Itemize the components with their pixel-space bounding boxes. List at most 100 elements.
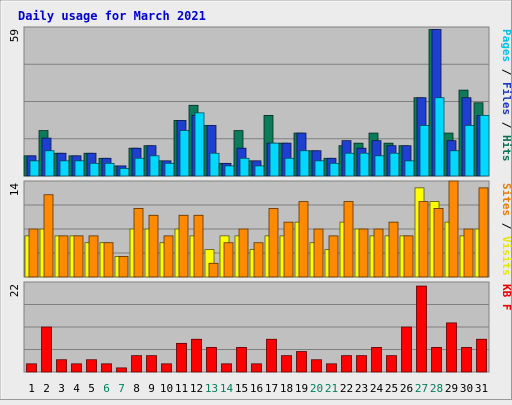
bar-pages-day-30 xyxy=(464,125,475,177)
bar-pages-day-12 xyxy=(194,112,205,177)
x-tick-label-day-8: 8 xyxy=(133,382,140,395)
bar-pages-day-3 xyxy=(59,160,70,177)
x-tick-label-day-14: 14 xyxy=(220,382,234,395)
x-tick-label-day-9: 9 xyxy=(148,382,155,395)
bar-pages-day-18 xyxy=(284,157,295,177)
bar-sites-day-28 xyxy=(433,208,444,278)
bar-pages-day-4 xyxy=(74,160,85,177)
bar-kb-f-day-24 xyxy=(371,347,382,373)
bar-pages-day-29 xyxy=(449,150,460,177)
x-tick-label-day-10: 10 xyxy=(160,382,173,395)
bar-pages-day-17 xyxy=(269,142,280,177)
bar-sites-day-15 xyxy=(238,228,249,278)
bar-sites-day-9 xyxy=(148,214,159,278)
bar-sites-day-8 xyxy=(133,208,144,278)
bar-pages-day-28 xyxy=(434,97,445,177)
bar-sites-day-27 xyxy=(418,201,429,278)
x-tick-label-day-4: 4 xyxy=(73,382,80,395)
x-tick-label-day-25: 25 xyxy=(385,382,398,395)
bar-sites-day-4 xyxy=(73,235,84,278)
bar-sites-day-14 xyxy=(223,242,234,278)
bar-sites-day-26 xyxy=(403,235,414,278)
x-tick-label-day-1: 1 xyxy=(28,382,35,395)
x-tick-label-day-5: 5 xyxy=(88,382,95,395)
bar-pages-day-16 xyxy=(254,165,265,177)
x-tick-label-day-6: 6 xyxy=(103,382,110,395)
bar-kb-f-day-8 xyxy=(131,355,142,373)
x-tick-label-day-27: 27 xyxy=(415,382,428,395)
bar-kb-f-day-12 xyxy=(191,338,202,373)
x-tick-label-day-24: 24 xyxy=(370,382,384,395)
x-tick-label-day-2: 2 xyxy=(43,382,50,395)
bar-pages-day-7 xyxy=(119,168,130,177)
x-tick-label-day-28: 28 xyxy=(430,382,443,395)
bar-pages-day-31 xyxy=(479,114,490,177)
x-tick-label-day-12: 12 xyxy=(190,382,203,395)
bar-pages-day-24 xyxy=(374,155,385,177)
bar-sites-day-10 xyxy=(163,235,174,278)
bar-kb-f-day-17 xyxy=(266,338,277,373)
bar-sites-day-17 xyxy=(268,208,279,278)
x-tick-label-day-21: 21 xyxy=(325,382,338,395)
bar-pages-day-19 xyxy=(299,150,310,177)
bar-kb-f-day-23 xyxy=(356,355,367,373)
bar-sites-day-16 xyxy=(253,242,264,278)
label-visits: Visits xyxy=(500,236,512,276)
bar-sites-day-6 xyxy=(103,242,114,278)
label-hits: Hits xyxy=(500,135,512,162)
x-tick-label-day-11: 11 xyxy=(175,382,188,395)
bar-pages-day-22 xyxy=(344,152,355,177)
bar-kb-f-day-7 xyxy=(116,367,127,373)
x-tick-label-day-26: 26 xyxy=(400,382,413,395)
label-separator: / xyxy=(500,216,512,236)
bar-pages-day-27 xyxy=(419,125,430,177)
bar-pages-day-15 xyxy=(239,157,250,177)
panel-3: 22 KB F xyxy=(8,281,512,373)
x-tick-label-day-3: 3 xyxy=(58,382,65,395)
bar-kb-f-day-30 xyxy=(461,347,472,373)
label-pages: Pages xyxy=(500,29,512,62)
bar-sites-day-2 xyxy=(43,194,54,278)
series-label-2: Sites / Visits xyxy=(500,183,512,276)
bar-kb-f-day-5 xyxy=(86,359,97,373)
bar-pages-day-5 xyxy=(89,162,100,177)
bar-pages-day-20 xyxy=(314,160,325,177)
bar-sites-day-1 xyxy=(28,228,39,278)
bar-pages-day-9 xyxy=(149,155,160,177)
bar-kb-f-day-19 xyxy=(296,351,307,373)
bar-sites-day-23 xyxy=(358,228,369,278)
panel-2: 14 Sites / Visits xyxy=(8,180,512,278)
x-tick-label-day-22: 22 xyxy=(340,382,353,395)
x-tick-label-day-18: 18 xyxy=(280,382,293,395)
y-max-label: 14 xyxy=(8,183,21,197)
bar-sites-day-11 xyxy=(178,214,189,278)
bar-pages-day-23 xyxy=(359,152,370,177)
label-separator: / xyxy=(500,115,512,135)
bar-pages-day-25 xyxy=(389,152,400,177)
x-tick-label-day-30: 30 xyxy=(460,382,473,395)
bar-sites-day-24 xyxy=(373,228,384,278)
bar-pages-day-8 xyxy=(134,157,145,177)
bar-kb-f-day-29 xyxy=(446,322,457,373)
bar-sites-day-12 xyxy=(193,214,204,278)
x-tick-label-day-15: 15 xyxy=(235,382,248,395)
bar-sites-day-5 xyxy=(88,235,99,278)
bar-kb-f-day-11 xyxy=(176,342,187,373)
x-tick-label-day-17: 17 xyxy=(265,382,278,395)
bar-kb-f-day-10 xyxy=(161,363,172,373)
bar-pages-day-10 xyxy=(164,162,175,177)
bar-kb-f-day-4 xyxy=(71,363,82,373)
bar-sites-day-30 xyxy=(463,228,474,278)
bar-kb-f-day-18 xyxy=(281,355,292,373)
bar-kb-f-day-16 xyxy=(251,363,262,373)
label-sites: Sites xyxy=(500,183,512,216)
bar-kb-f-day-22 xyxy=(341,355,352,373)
bar-pages-day-13 xyxy=(209,152,220,177)
bar-kb-f-day-1 xyxy=(26,363,37,373)
bar-kb-f-day-3 xyxy=(56,359,67,373)
bar-sites-day-25 xyxy=(388,221,399,278)
chart-title: Daily usage for March 2021 xyxy=(18,9,206,23)
panel-1: 59 Pages / Files / Hits xyxy=(8,26,512,177)
bar-kb-f-day-13 xyxy=(206,347,217,373)
